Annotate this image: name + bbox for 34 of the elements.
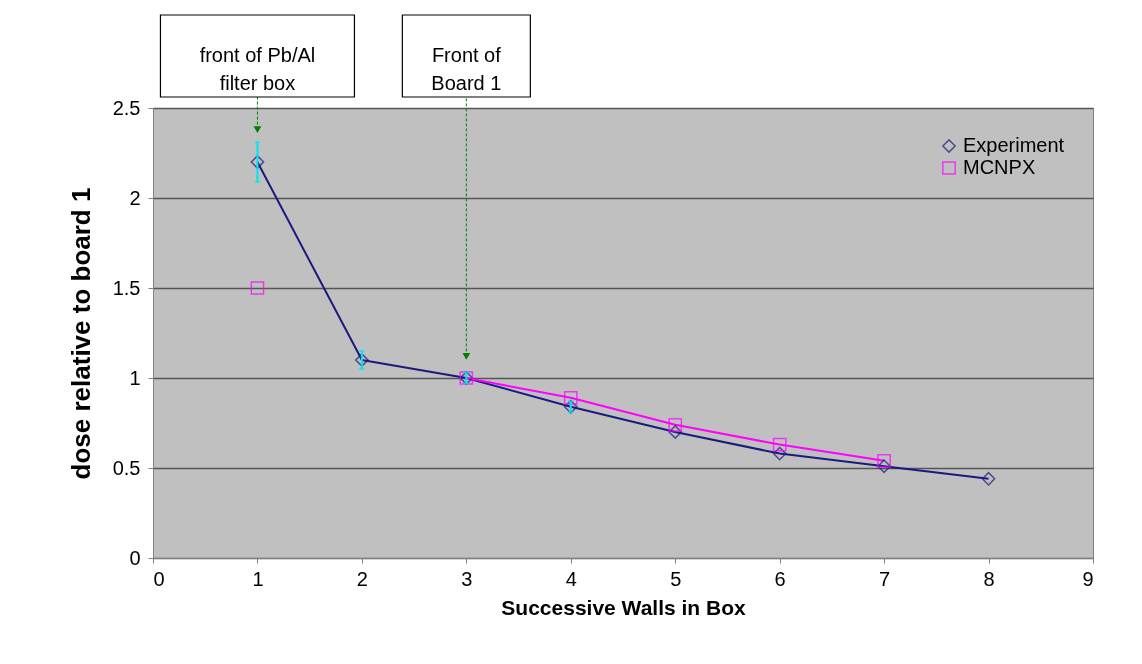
point <box>250 281 265 295</box>
point <box>668 417 683 432</box>
legend-label: Experiment <box>963 134 1065 156</box>
x-tick-label: 2 <box>356 567 368 590</box>
point <box>877 453 891 468</box>
point <box>772 437 787 452</box>
x-tick-label: 6 <box>774 567 786 590</box>
annotation: front of Pb/Al filter box <box>199 44 316 94</box>
y-axis-title: dose relative to board 1 <box>65 187 96 480</box>
annotation: Front of Board 1 <box>431 44 502 94</box>
x-tick-label: 0 <box>153 567 165 590</box>
point <box>355 353 369 367</box>
point <box>563 399 578 414</box>
x-tick-label: 1 <box>252 567 264 590</box>
legend-label: MCNPX <box>963 156 1036 178</box>
y-tick-label: 2.5 <box>112 96 141 119</box>
x-tick-label: 4 <box>565 567 577 590</box>
x-tick-label: 7 <box>879 567 891 590</box>
point <box>668 425 683 439</box>
y-tick-label: 2 <box>129 186 141 209</box>
point <box>877 459 891 474</box>
y-tick-label: 1.5 <box>112 276 141 299</box>
y-tick-label: 0.5 <box>112 456 141 479</box>
x-tick-label: 5 <box>670 567 682 590</box>
y-tick-label: 0 <box>129 546 141 569</box>
x-tick-label: 9 <box>1082 567 1094 590</box>
point <box>250 155 265 169</box>
x-tick-label: 8 <box>983 567 995 590</box>
point <box>563 390 578 405</box>
y-tick-label: 1 <box>129 366 141 389</box>
x-tick-label: 3 <box>461 567 473 590</box>
point <box>772 446 787 461</box>
point <box>981 471 996 486</box>
x-axis-title: Successive Walls in Box <box>501 595 746 619</box>
